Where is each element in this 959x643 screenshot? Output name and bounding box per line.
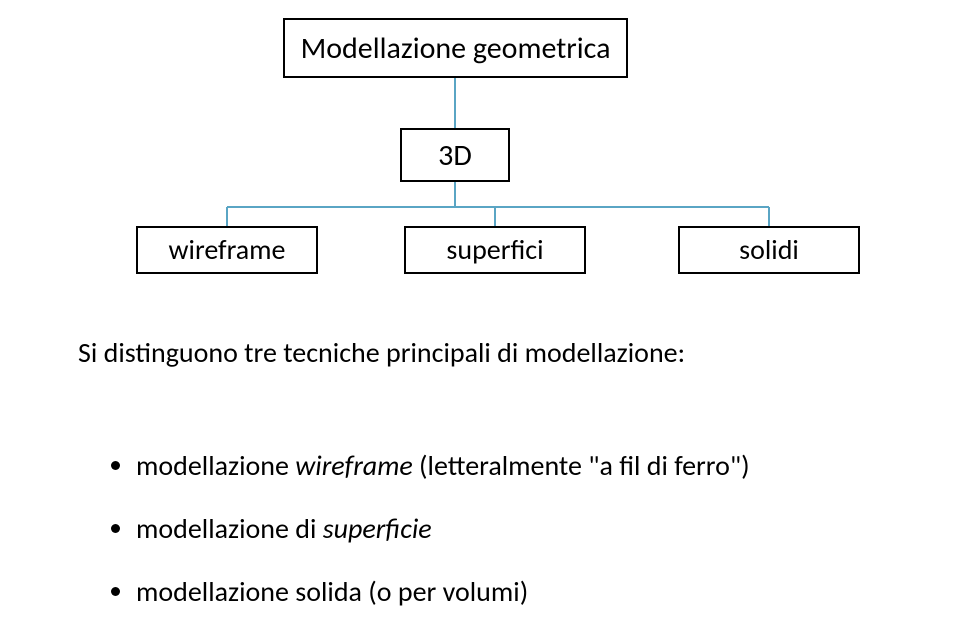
node-3d: 3D [400, 128, 510, 182]
bullet-list: modellazione wireframe (letteralmente "a… [78, 448, 750, 637]
intro-text: Si distinguono tre tecniche principali d… [78, 335, 685, 370]
node-superfici: superfici [404, 226, 586, 274]
node-wireframe-label: wireframe [169, 235, 286, 266]
node-wireframe: wireframe [136, 226, 318, 274]
node-root-label: Modellazione geometrica [301, 32, 611, 65]
node-solidi-label: solidi [739, 235, 799, 266]
bullet-3: modellazione solida (o per volumi) [136, 574, 750, 609]
node-solidi: solidi [678, 226, 860, 274]
node-root: Modellazione geometrica [283, 18, 628, 78]
bullet-1: modellazione wireframe (letteralmente "a… [136, 448, 750, 483]
bullet-2: modellazione di superficie [136, 511, 750, 546]
node-3d-label: 3D [438, 139, 472, 172]
diagram-canvas: Modellazione geometrica 3D wireframe sup… [0, 0, 959, 643]
node-superfici-label: superfici [446, 235, 543, 266]
